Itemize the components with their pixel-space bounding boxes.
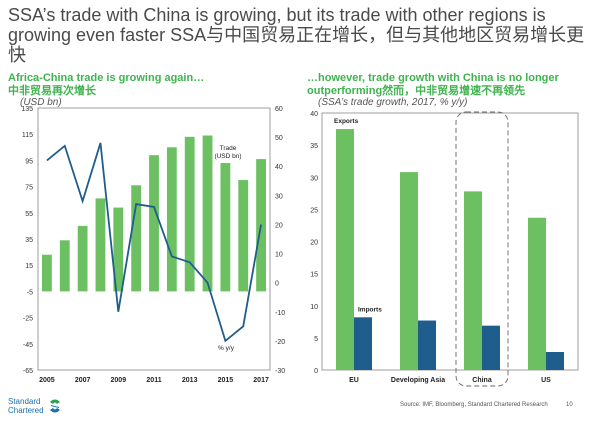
left-y-tick-label: 95 [25, 158, 33, 165]
logo-line-2: Chartered [8, 406, 44, 415]
right-chart-y-tick-label: 35 [310, 143, 318, 150]
right-chart-y-tick-label: 10 [310, 304, 318, 311]
exports-series-label: Exports [334, 118, 359, 125]
right-y-tick-label: 0 [275, 281, 279, 288]
trade-annotation-unit: (USD bn) [214, 153, 241, 160]
x-tick-label: 2011 [146, 377, 161, 384]
source-note: Source: IMF, Bloomberg, Standard Charter… [400, 402, 548, 408]
page-number: 10 [566, 402, 573, 408]
standard-chartered-logo: Standard Chartered [8, 397, 62, 415]
trade-bar [202, 135, 213, 292]
exports-bar [464, 191, 482, 370]
category-label: Developing Asia [391, 377, 445, 384]
right-y-tick-label: 60 [275, 106, 283, 113]
right-chart-y-tick-label: 30 [310, 175, 318, 182]
left-panel-title: Africa-China trade is growing again… [8, 72, 205, 84]
imports-bar [354, 317, 372, 370]
trade-bar [184, 136, 195, 292]
left-y-tick-label: 15 [25, 263, 33, 270]
imports-bar [482, 325, 500, 370]
x-tick-label: 2013 [182, 377, 198, 384]
left-y-tick-label: -25 [23, 316, 33, 323]
x-tick-label: 2007 [75, 377, 91, 384]
right-chart-y-tick-label: 40 [310, 111, 318, 118]
category-label: EU [349, 377, 359, 384]
right-chart-y-tick-label: 20 [310, 240, 318, 247]
right-y-tick-label: 50 [275, 135, 283, 142]
logo-line-1: Standard [8, 397, 41, 406]
right-chart-y-tick-label: 15 [310, 272, 318, 279]
x-tick-label: 2017 [253, 377, 269, 384]
x-tick-label: 2015 [218, 377, 234, 384]
exports-bar [336, 129, 354, 370]
right-y-tick-label: 40 [275, 164, 283, 171]
yoy-annotation: % y/y [218, 345, 235, 352]
right-y-tick-label: 20 [275, 222, 283, 229]
right-chart-y-tick-label: 5 [314, 336, 318, 343]
right-y-tick-label: -30 [275, 368, 285, 375]
trade-bar [113, 207, 124, 292]
trade-bar [238, 180, 249, 292]
trade-bar [59, 240, 70, 292]
left-y-tick-label: -65 [23, 368, 33, 375]
highlight-box [455, 111, 509, 387]
left-y-tick-label: 35 [25, 237, 33, 244]
right-y-tick-label: 30 [275, 193, 283, 200]
right-y-tick-label: -10 [275, 310, 285, 317]
imports-bar [418, 320, 436, 370]
exports-bar [400, 172, 418, 370]
trade-bar [131, 185, 142, 292]
right-y-tick-label: 10 [275, 252, 283, 259]
trade-bar [220, 163, 231, 292]
left-panel-subtitle: (USD bn) [20, 97, 62, 108]
category-label: US [541, 377, 551, 384]
left-y-tick-label: 75 [25, 185, 33, 192]
right-panel-subtitle: (SSA’s trade growth, 2017, % y/y) [318, 97, 468, 108]
logo-mark-icon [49, 399, 60, 413]
left-y-tick-label: 55 [25, 211, 33, 218]
right-chart-y-tick-label: 0 [314, 368, 318, 375]
left-y-tick-label: 115 [22, 132, 33, 139]
right-plot-frame [321, 112, 579, 371]
right-y-tick-label: -20 [275, 339, 285, 346]
left-y-tick-label: -45 [23, 342, 33, 349]
x-tick-label: 2009 [111, 377, 127, 384]
left-y-tick-label: -5 [27, 289, 33, 296]
growth-line [46, 142, 262, 343]
headline: SSA’s trade with China is growing, but i… [8, 5, 585, 65]
trade-bar [149, 155, 159, 292]
category-label: China [472, 377, 492, 384]
left-panel-title-cn: 中非贸易再次增长 [8, 85, 96, 97]
imports-bar [546, 352, 564, 370]
right-panel-title: …however, trade growth with China is no … [307, 72, 559, 84]
right-chart-y-tick-label: 25 [310, 207, 318, 214]
trade-bar [166, 147, 177, 292]
trade-bar [77, 225, 88, 292]
trade-annotation: Trade [220, 145, 237, 152]
trade-bar [42, 254, 52, 292]
imports-series-label: Imports [358, 306, 382, 313]
right-panel-title-2: outperforming然而，中非贸易增速不再领先 [307, 85, 526, 97]
left-y-tick-label: 135 [21, 106, 33, 113]
exports-bar [528, 217, 546, 370]
x-tick-label: 2005 [39, 377, 55, 384]
left-plot-frame [37, 107, 271, 371]
trade-bar [95, 198, 106, 292]
